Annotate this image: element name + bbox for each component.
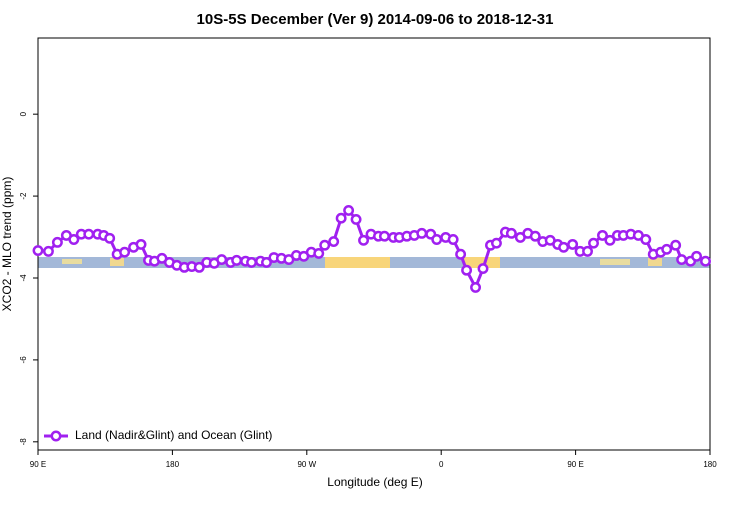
data-point [640, 234, 652, 245]
data-point [135, 238, 147, 250]
data-point [119, 246, 131, 258]
data-point [379, 230, 390, 242]
data-point [670, 239, 682, 251]
data-point [104, 232, 116, 244]
data-point [505, 227, 517, 239]
land-patch [325, 257, 390, 268]
data-point [416, 227, 428, 239]
data-point [246, 256, 257, 268]
x-tick-label: 0 [439, 460, 444, 469]
data-point [328, 236, 340, 247]
data-point [470, 281, 481, 293]
y-tick-label: -4 [19, 274, 28, 282]
x-tick-label: 90 E [30, 460, 46, 469]
land-patch [648, 258, 662, 266]
data-point [32, 245, 44, 257]
data-point [193, 261, 205, 273]
data-point [604, 234, 616, 246]
data-point [455, 248, 467, 260]
data-point [582, 245, 593, 257]
data-point [567, 238, 579, 250]
data-point [358, 234, 369, 246]
data-point [461, 264, 473, 276]
data-point [597, 229, 608, 241]
data-point [661, 243, 673, 255]
data-point [231, 254, 243, 266]
data-point [676, 254, 688, 266]
x-tick-label: 90 E [567, 460, 583, 469]
data-point [529, 230, 541, 242]
data-point [313, 247, 325, 259]
data-point [491, 237, 502, 249]
plot-frame [37, 37, 711, 451]
data-point [51, 236, 63, 248]
data-point [343, 204, 355, 216]
x-axis-label: Longitude (deg E) [327, 475, 422, 489]
data-point [691, 250, 703, 262]
y-tick-label: -2 [19, 192, 28, 200]
data-point [335, 212, 347, 224]
x-tick-label: 90 W [297, 460, 316, 469]
data-point [477, 263, 489, 275]
y-tick-label: -8 [19, 438, 28, 446]
y-tick-label: 0 [19, 111, 28, 116]
legend-marker [50, 430, 62, 442]
legend-label: Land (Nadir&Glint) and Ocean (Glint) [75, 428, 272, 442]
data-point [588, 237, 599, 249]
data-point [700, 255, 711, 267]
land-patch [110, 258, 124, 266]
data-point [558, 241, 570, 253]
data-point [68, 234, 80, 245]
land-patch [463, 257, 500, 268]
x-tick-label: 180 [703, 460, 717, 469]
y-axis-label: XCO2 - MLO trend (ppm) [0, 177, 14, 312]
data-point [43, 245, 54, 257]
data-point [216, 254, 228, 266]
land-patch [62, 259, 82, 264]
data-point [83, 228, 95, 240]
data-point [447, 234, 459, 245]
data-point [350, 213, 362, 225]
data-point [261, 256, 272, 268]
land-ocean-strip [38, 257, 710, 268]
chart-title: 10S-5S December (Ver 9) 2014-09-06 to 20… [197, 11, 554, 28]
data-point [319, 239, 331, 251]
x-tick-label: 180 [166, 460, 180, 469]
data-point [431, 234, 443, 245]
y-tick-label: -6 [19, 356, 28, 364]
land-patch [600, 259, 630, 265]
